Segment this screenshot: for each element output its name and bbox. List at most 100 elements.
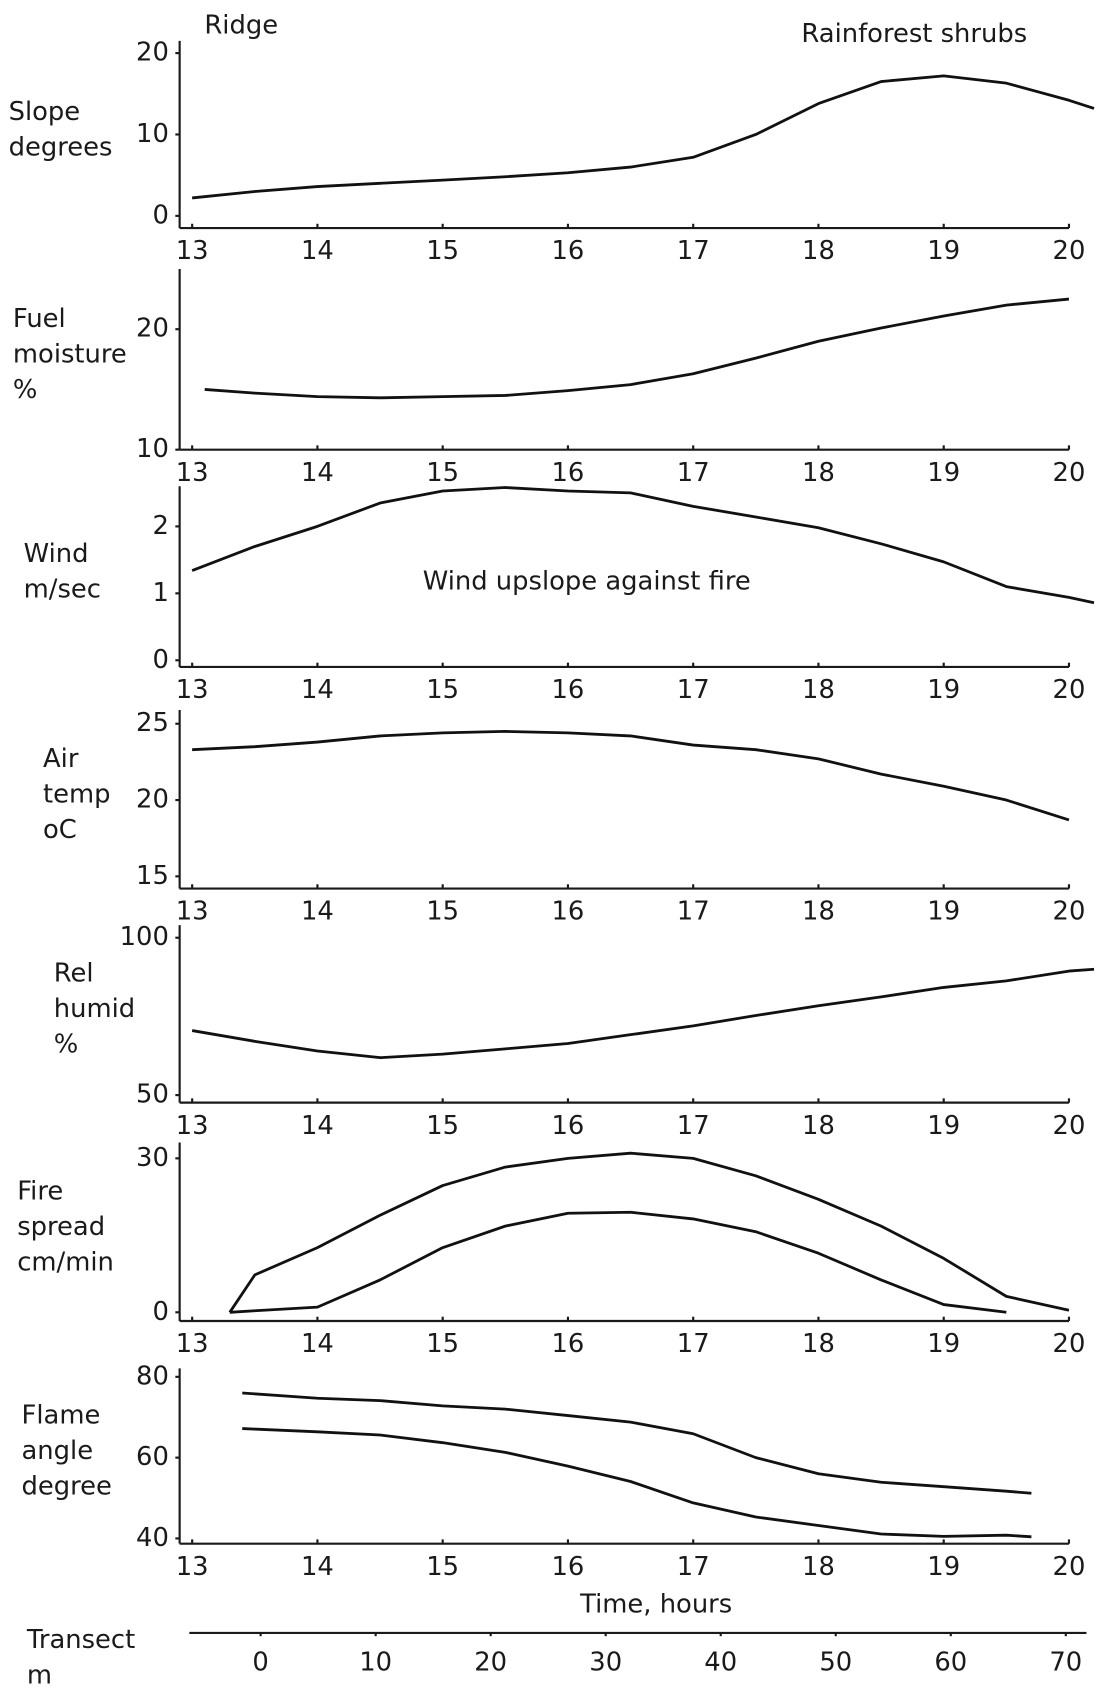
y-tick-label: 25 [136, 708, 169, 738]
y-tick-label: 30 [136, 1143, 169, 1173]
x-tick-label: 15 [426, 675, 459, 705]
x-tick-label: 13 [176, 1329, 209, 1359]
x-tick-label: 14 [301, 1329, 334, 1359]
transect-tick-label: 40 [704, 1648, 737, 1678]
x-tick-label: 18 [802, 897, 835, 927]
y-axis-label: % [54, 1030, 79, 1060]
x-tick-label: 18 [802, 458, 835, 488]
y-axis-label: % [13, 375, 38, 405]
transect-tick-label: 50 [819, 1648, 852, 1678]
x-tick-label: 16 [552, 236, 585, 266]
x-tick-label: 17 [677, 458, 710, 488]
y-tick-label: 1 [152, 578, 168, 608]
annotation: Wind upslope against fire [423, 566, 751, 596]
y-axis-label: angle [22, 1436, 94, 1466]
x-tick-label: 19 [927, 1111, 960, 1141]
y-tick-label: 20 [136, 785, 169, 815]
y-axis-label: temp [43, 779, 111, 809]
y-tick-label: 0 [152, 645, 168, 675]
x-tick-label: 19 [927, 897, 960, 927]
y-axis-label: Air [43, 744, 79, 774]
x-tick-label: 13 [176, 236, 209, 266]
y-axis-label: Wind [24, 539, 89, 569]
y-axis-label: degree [22, 1472, 112, 1502]
y-tick-label: 100 [120, 922, 169, 952]
x-tick-label: 19 [927, 1329, 960, 1359]
x-tick-label: 20 [1053, 897, 1086, 927]
x-tick-label: 16 [552, 1552, 585, 1582]
x-tick-label: 19 [927, 1552, 960, 1582]
transect-tick-label: 0 [252, 1648, 268, 1678]
data-line [242, 1427, 1032, 1539]
x-tick-label: 20 [1053, 1111, 1086, 1141]
y-axis-label: Flame [22, 1401, 101, 1431]
x-tick-label: 18 [802, 1111, 835, 1141]
x-tick-label: 13 [176, 458, 209, 488]
x-tick-label: 19 [927, 458, 960, 488]
y-axis-label: Fuel [13, 304, 66, 334]
y-tick-label: 10 [136, 434, 169, 464]
y-tick-label: 40 [136, 1523, 169, 1553]
x-tick-label: 15 [426, 1552, 459, 1582]
transect-tick-label: 60 [934, 1648, 967, 1678]
x-tick-label: 15 [426, 897, 459, 927]
x-tick-label: 17 [677, 675, 710, 705]
x-tick-label: 17 [677, 1552, 710, 1582]
x-tick-label: 20 [1053, 675, 1086, 705]
x-tick-label: 20 [1053, 458, 1086, 488]
x-tick-label: 17 [677, 1329, 710, 1359]
y-tick-label: 80 [136, 1361, 169, 1391]
y-axis-label: m/sec [24, 575, 101, 605]
y-tick-label: 2 [152, 511, 168, 541]
y-tick-label: 15 [136, 861, 169, 891]
data-line [191, 74, 1095, 200]
data-line [228, 1151, 1070, 1314]
y-tick-label: 60 [136, 1442, 169, 1472]
x-tick-label: 18 [802, 236, 835, 266]
data-line [192, 730, 1070, 822]
y-axis-label: cm/min [17, 1247, 114, 1277]
x-tick-label: 15 [426, 458, 459, 488]
data-line [191, 967, 1095, 1060]
y-tick-label: 10 [136, 119, 169, 149]
x-tick-label: 16 [552, 458, 585, 488]
x-tick-label: 16 [552, 1329, 585, 1359]
data-line [242, 1391, 1032, 1495]
y-tick-label: 20 [136, 38, 169, 68]
y-axis-label: degrees [9, 132, 113, 162]
x-tick-label: 17 [677, 236, 710, 266]
transect-tick-label: 70 [1049, 1648, 1082, 1678]
x-tick-label: 18 [802, 1329, 835, 1359]
x-tick-label: 20 [1053, 236, 1086, 266]
y-axis-label: Fire [17, 1176, 63, 1206]
x-tick-label: 13 [176, 1552, 209, 1582]
transect-label: Transect [26, 1625, 135, 1655]
y-axis-label: moisture [13, 340, 127, 370]
annotation: Rainforest shrubs [801, 19, 1027, 49]
x-tick-label: 16 [552, 675, 585, 705]
y-tick-label: 0 [152, 200, 168, 230]
x-tick-label: 15 [426, 236, 459, 266]
y-axis-label: Slope [9, 97, 81, 127]
x-tick-label: 14 [301, 458, 334, 488]
x-tick-label: 15 [426, 1329, 459, 1359]
transect-label: m [27, 1661, 52, 1690]
data-line [191, 486, 1095, 605]
x-axis-title: Time, hours [579, 1590, 732, 1620]
y-tick-label: 50 [136, 1080, 169, 1110]
x-tick-label: 14 [301, 1552, 334, 1582]
x-tick-label: 18 [802, 1552, 835, 1582]
x-tick-label: 13 [176, 1111, 209, 1141]
y-axis-label: oC [43, 815, 77, 845]
x-tick-label: 13 [176, 675, 209, 705]
y-tick-label: 0 [152, 1297, 168, 1327]
y-axis-label: Rel [54, 959, 94, 989]
x-tick-label: 18 [802, 675, 835, 705]
x-tick-label: 14 [301, 236, 334, 266]
transect-tick-label: 10 [359, 1648, 392, 1678]
x-tick-label: 15 [426, 1111, 459, 1141]
annotation: Ridge [204, 10, 278, 40]
x-tick-label: 19 [927, 236, 960, 266]
x-tick-label: 16 [552, 897, 585, 927]
